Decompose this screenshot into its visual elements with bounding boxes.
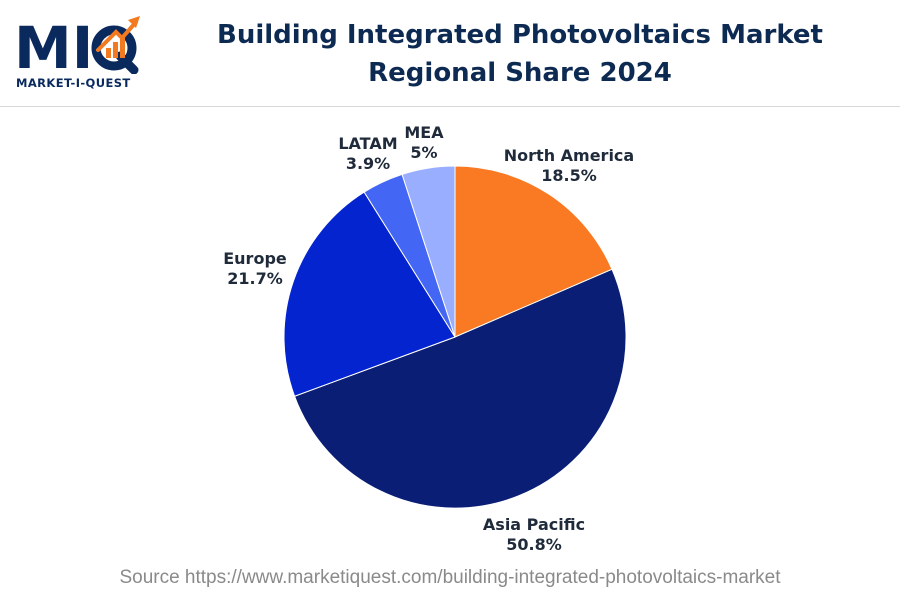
logo-tagline: MARKET-I-QUEST [16,76,131,90]
pie-slice-north-america [454,165,613,338]
logo-q-tail [115,51,139,74]
slice-label-asia-pacific: Asia Pacific [483,515,585,534]
slice-value-asia-pacific: 50.8% [506,535,562,554]
slice-value-mea: 5% [410,143,437,162]
slice-label-north-america: North America [504,146,634,165]
slice-value-latam: 3.9% [346,154,390,173]
pie-slice-asia-pacific [293,268,627,509]
pie-slice-europe [283,191,456,397]
logo-q-ring [91,25,137,71]
miq-logo-icon: MI [14,14,140,74]
slice-value-europe: 21.7% [227,269,283,288]
pie-slices [283,165,627,509]
header-divider [0,106,900,107]
slice-label-europe: Europe [223,249,287,268]
pie-slice-mea [401,165,456,338]
slice-label-mea: MEA [404,123,444,142]
logo-letters-mi: MI [14,14,93,74]
slice-value-north-america: 18.5% [541,166,597,185]
brand-logo: MI MARKET-I-QUEST [14,12,144,92]
chart-title: Building Integrated Photovoltaics Market… [217,20,823,88]
source-note: Source https://www.marketiquest.com/buil… [119,567,781,588]
logo-growth-arrow-icon [96,20,138,52]
slice-label-latam: LATAM [338,134,397,153]
